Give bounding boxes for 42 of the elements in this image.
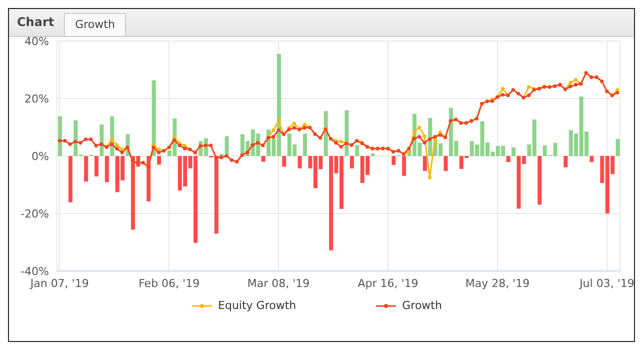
y-tick-label: 0% (32, 150, 49, 163)
bar (261, 156, 266, 162)
bar (422, 156, 427, 171)
bar (616, 139, 620, 156)
x-tick-label: Apr 16, '19 (358, 276, 418, 290)
bar (344, 110, 349, 156)
bar (152, 80, 156, 156)
x-tick-label: Jul 03, '19 (578, 276, 634, 290)
bar (84, 156, 88, 182)
bar (298, 156, 302, 168)
bar (282, 156, 286, 167)
x-tick-label: May 28, '19 (465, 276, 530, 290)
bar (324, 111, 328, 156)
bar (214, 156, 218, 234)
bar (94, 156, 98, 176)
bar (444, 156, 448, 171)
bar (355, 145, 360, 156)
legend-label: Growth (402, 299, 442, 312)
bar (392, 156, 396, 165)
bar (538, 156, 542, 205)
bar (350, 156, 354, 168)
chart-subtitle: Growth (64, 13, 126, 36)
x-tick-label: Jan 07, '19 (29, 276, 89, 290)
y-tick-label: 40% (24, 34, 49, 48)
y-tick-label: -40% (20, 264, 49, 278)
bar (100, 124, 104, 156)
bar (157, 156, 162, 165)
bar (68, 156, 72, 202)
bar (506, 156, 510, 162)
bar (303, 134, 308, 156)
x-tick-label: Mar 08, '19 (247, 276, 310, 290)
chart-title: Chart (16, 15, 56, 31)
bar (512, 147, 516, 156)
y-tick-label: -20% (20, 207, 49, 220)
x-tick-label: Feb 06, '19 (138, 276, 200, 290)
bar (370, 153, 375, 156)
y-tick-label: 20% (24, 92, 49, 106)
bar (58, 116, 62, 156)
legend-label: Equity Growth (218, 299, 296, 312)
bar (590, 156, 594, 162)
bar (104, 156, 109, 182)
bar (564, 156, 568, 168)
